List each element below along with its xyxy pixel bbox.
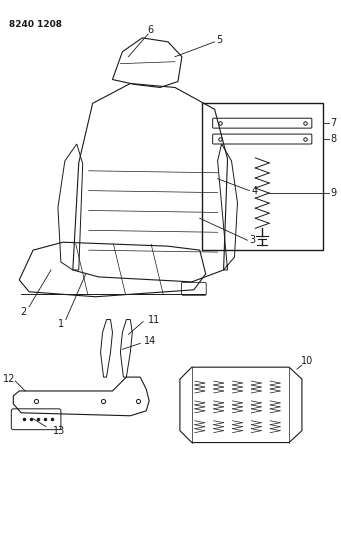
Text: 4: 4 [251, 185, 257, 196]
Text: 9: 9 [330, 188, 337, 198]
Text: 12: 12 [3, 374, 15, 384]
Text: 8240 1208: 8240 1208 [9, 20, 62, 29]
Text: 5: 5 [217, 35, 223, 45]
Text: 10: 10 [301, 356, 313, 366]
Text: 14: 14 [144, 336, 156, 346]
Text: 8: 8 [330, 134, 337, 144]
Text: 6: 6 [147, 25, 153, 35]
Text: 3: 3 [249, 235, 255, 245]
Text: 2: 2 [20, 306, 26, 317]
Text: 7: 7 [330, 118, 337, 128]
Text: 13: 13 [53, 426, 65, 435]
Text: 1: 1 [58, 319, 64, 328]
Text: 11: 11 [148, 314, 160, 325]
